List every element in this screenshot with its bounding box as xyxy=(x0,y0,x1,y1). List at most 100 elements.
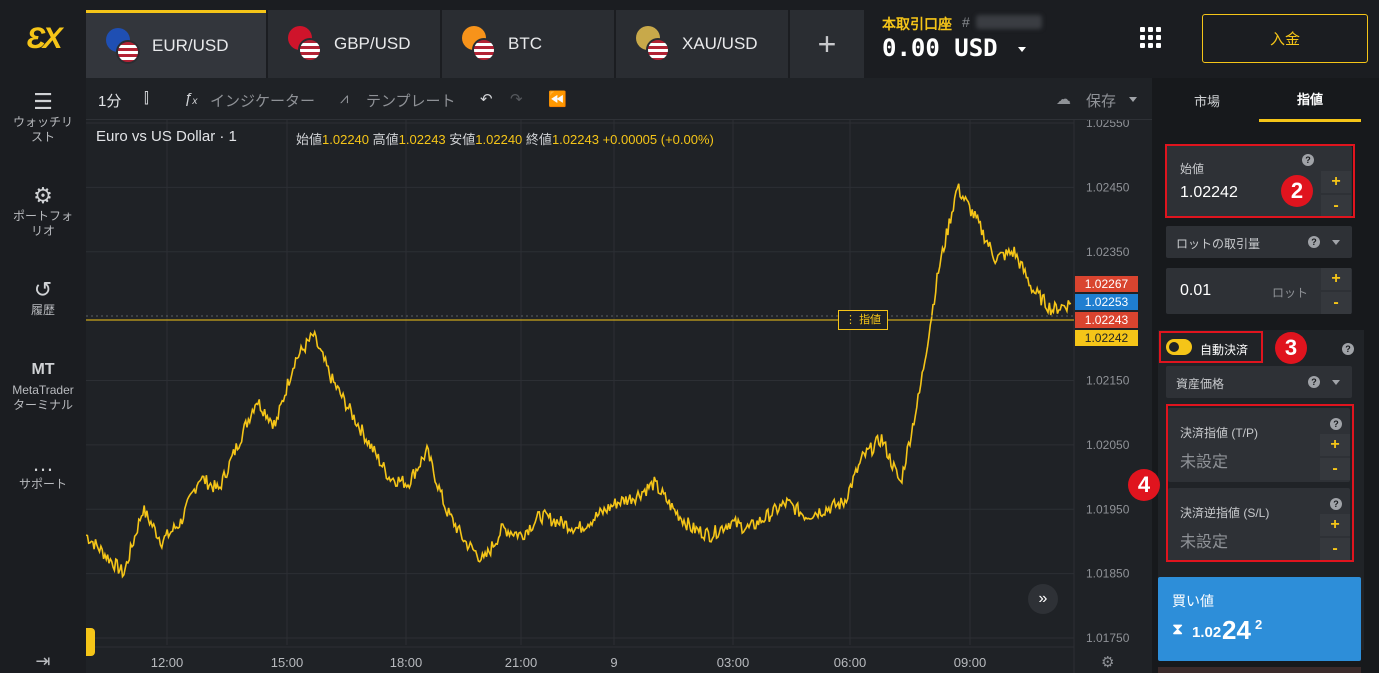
tab-market[interactable]: 市場 xyxy=(1193,93,1220,109)
tab-gbpusd[interactable]: GBP/USD xyxy=(268,10,440,78)
sidebar-item-label: ウォッチリスト xyxy=(12,115,73,144)
undo-icon[interactable]: ↶ xyxy=(480,91,493,108)
sidebar-item-portfolio[interactable]: ⚙ ポートフォリオ xyxy=(0,183,86,239)
scroll-to-latest-button[interactable]: » xyxy=(1028,584,1058,614)
deposit-button[interactable]: 入金 xyxy=(1202,14,1368,63)
buy-price-small: 1.02 xyxy=(1192,624,1222,641)
stop-loss-field[interactable]: 決済逆指値 (S/L) ? 未設定 + - xyxy=(1168,488,1350,562)
tab-xauusd[interactable]: XAU/USD xyxy=(616,10,788,78)
asset-price-select[interactable]: 資産価格 ? xyxy=(1166,366,1352,398)
sidebar-item-support[interactable]: … サポート xyxy=(0,451,86,492)
chart-canvas[interactable]: 1.02550 1.02450 1.02350 1.02150 1.02050 1.019… xyxy=(86,120,1152,673)
sl-value[interactable]: 未設定 xyxy=(1180,534,1229,551)
change-value: +0.00005 (+0.00%) xyxy=(602,132,714,147)
account-hash: # xyxy=(962,14,970,30)
rewind-icon[interactable]: ⏪ xyxy=(548,91,567,108)
chart-toolbar: 1分 ⫿ ƒₓ インジケーター ⩘ テンプレート ↶ ↷ ⏪ ☁ 保存 xyxy=(86,78,1152,120)
sidebar-item-history[interactable]: ↺ 履歴 xyxy=(0,279,86,318)
lot-value-field[interactable]: 0.01 ロット + - xyxy=(1166,268,1352,314)
limit-order-label[interactable]: ⋮ 指値 xyxy=(838,310,889,330)
help-icon[interactable]: ? xyxy=(1308,236,1320,248)
y-tick-label: 1.01950 xyxy=(1086,502,1130,516)
open-label: 始値 xyxy=(296,132,323,147)
help-icon[interactable]: ? xyxy=(1302,154,1314,166)
auto-close-toggle[interactable] xyxy=(1166,339,1192,355)
lot-volume-select[interactable]: ロットの取引量 ? xyxy=(1166,226,1352,258)
increment-button[interactable]: + xyxy=(1321,268,1351,290)
y-tick-label: 1.02350 xyxy=(1086,245,1130,259)
y-tick-label: 1.02550 xyxy=(1086,120,1130,130)
highlight-open-price xyxy=(1165,144,1355,218)
tab-label: EUR/USD xyxy=(152,35,229,55)
help-icon[interactable]: ? xyxy=(1342,343,1354,355)
chart-grid xyxy=(86,120,1075,673)
decrement-button[interactable]: - xyxy=(1320,538,1350,560)
top-bar: ƐX EUR/USD GBP/USD BTC XAU/USD + 本取引口座 #… xyxy=(0,0,1379,78)
highlight-tp-sl xyxy=(1166,404,1354,562)
y-tick-label: 1.02050 xyxy=(1086,438,1130,452)
add-tab-button[interactable]: + xyxy=(790,10,864,78)
apps-grid-icon[interactable] xyxy=(1140,27,1162,49)
increment-button[interactable]: + xyxy=(1320,514,1350,536)
cloud-icon[interactable]: ☁ xyxy=(1056,91,1071,108)
x-tick-label: 12:00 xyxy=(151,655,184,670)
exness-logo[interactable]: ƐX xyxy=(26,22,62,55)
sidebar-item-label: 履歴 xyxy=(30,303,55,317)
account-type-label[interactable]: 本取引口座 xyxy=(882,16,952,32)
indicator-button[interactable]: インジケーター xyxy=(210,93,316,110)
redo-icon[interactable]: ↷ xyxy=(510,91,523,108)
tp-value[interactable]: 未設定 xyxy=(1180,454,1229,471)
ohlc-readout: 始値1.02240 高値1.02243 安値1.02240 終値1.02243 … xyxy=(296,129,714,148)
gb-us-flag-icon xyxy=(288,26,324,62)
decrement-button[interactable]: - xyxy=(1321,195,1351,216)
buy-price-sup: 2 xyxy=(1255,617,1263,632)
template-icon[interactable]: ⩘ xyxy=(340,90,349,107)
x-tick-label: 18:00 xyxy=(390,655,423,670)
help-icon[interactable]: ? xyxy=(1330,498,1342,510)
timeframe-button[interactable]: 1分 xyxy=(98,93,122,110)
close-value: 1.02243 xyxy=(551,132,599,147)
badge-2: 2 xyxy=(1281,175,1313,207)
sidebar-item-watchlist[interactable]: ☰ ウォッチリスト xyxy=(0,89,86,145)
help-icon[interactable]: ? xyxy=(1308,376,1320,388)
chat-bubble-icon: … xyxy=(32,451,54,476)
decrement-button[interactable]: - xyxy=(1320,458,1350,480)
candlestick-icon[interactable]: ⫿ xyxy=(144,90,149,107)
tab-eurusd[interactable]: EUR/USD xyxy=(86,10,266,78)
high-value: 1.02243 xyxy=(398,132,446,147)
save-button[interactable]: 保存 xyxy=(1086,93,1117,110)
buy-button[interactable]: 買い値 ⧗ 1.02 24 2 xyxy=(1158,577,1361,661)
x-axis: 12:00 15:00 18:00 21:00 9 03:00 06:00 09:00 xyxy=(151,655,987,670)
x-tick-label: 15:00 xyxy=(271,655,304,670)
logout-icon[interactable]: ⇥ xyxy=(35,651,51,671)
decrement-button[interactable]: - xyxy=(1321,292,1351,314)
panel-handle[interactable] xyxy=(86,628,95,656)
briefcase-icon: ⚙ xyxy=(33,183,53,208)
price-chart[interactable]: 1.02550 1.02450 1.02350 1.02150 1.02050 1.019… xyxy=(86,120,1152,673)
sidebar-item-metatrader[interactable]: MT MetaTrader ターミナル xyxy=(0,362,86,413)
increment-button[interactable]: + xyxy=(1321,171,1351,193)
price-series-line xyxy=(86,183,1072,579)
lot-value[interactable]: 0.01 xyxy=(1180,282,1212,299)
chevron-down-icon[interactable] xyxy=(1129,97,1137,102)
x-tick-label: 03:00 xyxy=(717,655,750,670)
function-icon[interactable]: ƒₓ xyxy=(184,90,199,107)
buy-price-big: 24 xyxy=(1222,615,1251,645)
help-icon[interactable]: ? xyxy=(1330,418,1342,430)
tab-btc[interactable]: BTC xyxy=(442,10,614,78)
open-price-field[interactable]: 始値 ? 1.02242 + - xyxy=(1166,146,1352,216)
increment-button[interactable]: + xyxy=(1320,434,1350,456)
settings-gear-icon[interactable]: ⚙ xyxy=(1101,654,1115,671)
chevron-down-icon xyxy=(1332,380,1340,385)
open-price-value[interactable]: 1.02242 xyxy=(1180,184,1238,201)
tab-limit[interactable]: 指値 xyxy=(1259,78,1361,122)
y-tick-label: 1.01750 xyxy=(1086,631,1130,645)
list-icon: ☰ xyxy=(33,89,53,114)
open-value: 1.02240 xyxy=(322,132,370,147)
tab-label: GBP/USD xyxy=(334,34,411,53)
take-profit-field[interactable]: 決済指値 (T/P) ? 未設定 + - xyxy=(1168,408,1350,482)
sell-button-edge[interactable] xyxy=(1158,667,1361,673)
y-tick-label: 1.01850 xyxy=(1086,567,1130,581)
template-button[interactable]: テンプレート xyxy=(366,93,456,110)
account-balance-dropdown[interactable]: 0.00 USD xyxy=(882,34,1027,62)
